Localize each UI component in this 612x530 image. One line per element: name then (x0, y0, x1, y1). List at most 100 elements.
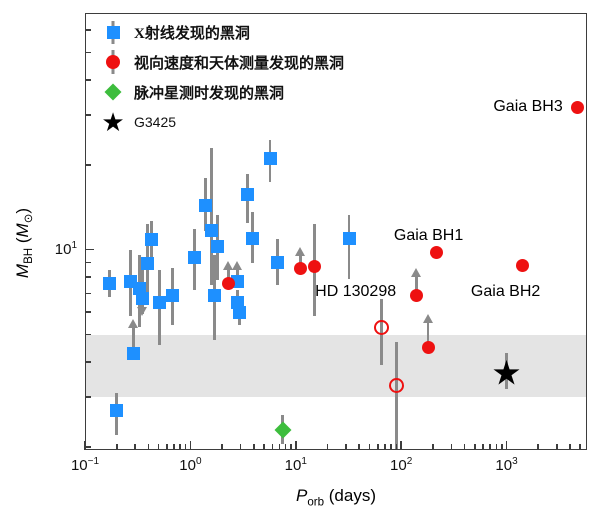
x-minor-tick (500, 444, 503, 450)
x-minor-tick (395, 444, 398, 450)
x-minor-tick (221, 444, 223, 450)
error-bar (394, 342, 398, 450)
legend-item-g3425: ★ G3425 (100, 107, 344, 137)
y-minor-tick (85, 163, 91, 166)
tick-base: 10 (179, 457, 196, 474)
y-minor-tick (85, 311, 91, 314)
x-minor-tick (271, 444, 274, 450)
y-axis-sub: BH (23, 247, 36, 264)
y-tick-label: 101 (37, 240, 77, 258)
legend-marker (100, 20, 126, 44)
x-minor-tick (390, 444, 392, 450)
tick-base: 10 (284, 457, 302, 474)
annotation-label: Gaia BH2 (470, 282, 541, 300)
x-minor-tick (579, 444, 581, 450)
x-minor-tick (450, 444, 453, 450)
legend-item-pulsar-timing: 脉冲星测时发现的黑洞 (100, 80, 344, 104)
data-point-square (199, 199, 213, 213)
data-point-square (205, 223, 219, 237)
x-minor-tick (569, 444, 571, 450)
data-point-circle (570, 100, 584, 114)
data-point-open-circle (373, 319, 389, 335)
data-point-square (263, 152, 277, 166)
error-bar (210, 147, 214, 285)
mass-gap-band (85, 334, 587, 398)
tick-base: 10 (390, 457, 407, 474)
data-point-square (145, 232, 159, 246)
x-axis-unit: (days) (324, 486, 376, 505)
y-minor-tick (85, 51, 91, 54)
up-arrow-icon (128, 318, 139, 328)
x-axis-var: P (295, 486, 308, 505)
x-minor-tick (384, 444, 386, 450)
data-point-circle (516, 258, 530, 272)
tick-exponent: 1 (71, 239, 77, 251)
limit-arrow-stem (227, 269, 230, 284)
legend-label: G3425 (134, 114, 177, 130)
tick-exponent: 2 (406, 456, 413, 467)
error-bar (347, 214, 351, 279)
x-minor-tick (495, 444, 498, 450)
x-minor-tick (134, 444, 137, 450)
data-point-square (232, 305, 246, 319)
up-arrow-icon (232, 261, 242, 271)
x-minor-tick (115, 444, 118, 450)
y-minor-tick (85, 114, 91, 116)
data-point-square (166, 288, 180, 302)
y-axis-var: M (12, 263, 32, 279)
y-minor-tick (85, 446, 91, 448)
y-axis-unit-open: ( (12, 237, 32, 248)
x-minor-tick (263, 444, 265, 450)
x-minor-tick (376, 444, 379, 450)
up-arrow-icon (223, 261, 233, 271)
y-axis-unit-close: ) (12, 207, 32, 214)
y-minor-tick (85, 361, 91, 363)
data-point-square (231, 295, 244, 309)
tick-exponent: 1 (301, 456, 307, 467)
legend-marker (100, 50, 126, 74)
legend-marker: ★ (100, 107, 126, 137)
y-major-tick (85, 248, 94, 251)
black-star-icon: ★ (101, 107, 125, 137)
data-point-square (188, 250, 202, 264)
y-axis-unit-sub: ⊙ (23, 213, 36, 224)
x-minor-tick (368, 444, 371, 450)
x-tick-label: 102 (390, 456, 412, 474)
data-point-square (153, 295, 167, 309)
data-point-square (135, 292, 149, 306)
data-point-circle (307, 260, 321, 274)
y-minor-tick (85, 396, 91, 398)
legend-label: 视向速度和天体测量发现的黑洞 (134, 55, 345, 72)
x-minor-tick (432, 444, 434, 450)
legend-label: 脉冲星测时发现的黑洞 (134, 85, 285, 102)
data-point-circle (410, 288, 424, 302)
y-minor-tick (85, 29, 91, 31)
data-point-square (127, 346, 141, 360)
x-minor-tick (489, 444, 491, 450)
x-axis-sub: orb (307, 496, 325, 509)
legend-marker (100, 83, 126, 101)
x-minor-tick (556, 444, 558, 450)
data-point-circle (222, 276, 235, 290)
x-minor-tick (345, 444, 347, 450)
x-major-tick (84, 441, 86, 450)
x-tick-label: 103 (495, 456, 517, 474)
down-arrow-icon (136, 307, 147, 317)
y-axis-unit-var: M (12, 223, 32, 238)
annotation-label: HD 130298 (315, 282, 397, 300)
x-minor-tick (179, 444, 181, 450)
data-point-square (140, 257, 154, 271)
y-minor-tick (85, 333, 91, 336)
x-minor-tick (290, 444, 292, 450)
x-major-tick (294, 441, 297, 450)
x-minor-tick (166, 444, 168, 450)
x-minor-tick (284, 444, 287, 450)
x-tick-label: 101 (285, 456, 307, 474)
x-major-tick (189, 441, 192, 450)
data-point-square (133, 281, 147, 295)
x-minor-tick (358, 444, 360, 450)
y-axis-label: MBH (M⊙) (13, 208, 35, 278)
data-point-star: ★ (491, 354, 522, 393)
data-point-square (342, 231, 356, 245)
tick-base: 10 (70, 457, 88, 474)
